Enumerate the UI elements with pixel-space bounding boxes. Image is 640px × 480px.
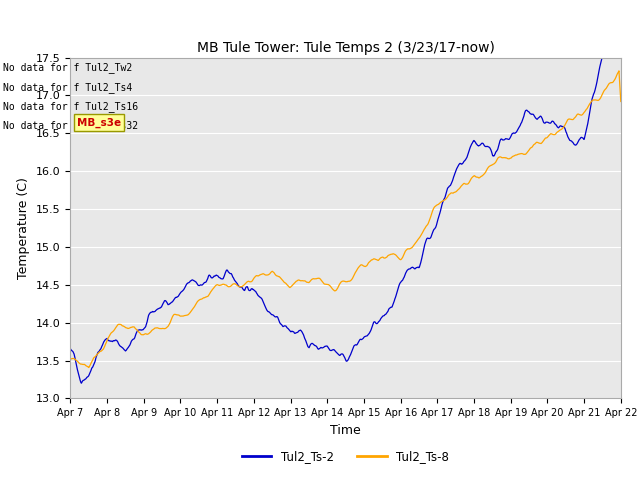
Y-axis label: Temperature (C): Temperature (C) xyxy=(17,177,30,279)
Tul2_Ts-2 xyxy=(617,55,625,60)
Tul2_Ts-8 xyxy=(109,328,117,334)
X-axis label: Time: Time xyxy=(330,424,361,437)
Tul2_Ts-2 xyxy=(312,343,319,349)
Tul2_Ts-2 xyxy=(109,338,117,344)
Line: Tul2_Ts-8: Tul2_Ts-8 xyxy=(70,71,621,368)
Tul2_Ts-8 xyxy=(380,255,388,261)
Tul2_Ts-2 xyxy=(380,313,388,319)
Line: Tul2_Ts-2: Tul2_Ts-2 xyxy=(70,58,621,383)
Tul2_Ts-2 xyxy=(322,343,330,349)
Tul2_Ts-2 xyxy=(132,332,140,337)
Tul2_Ts-2 xyxy=(300,335,308,340)
Tul2_Ts-8 xyxy=(132,326,140,332)
Text: MB_s3e: MB_s3e xyxy=(77,118,121,128)
Tul2_Ts-8 xyxy=(300,278,308,284)
Tul2_Ts-8 xyxy=(312,276,319,282)
Tul2_Ts-2 xyxy=(77,380,85,386)
Tul2_Ts-2 xyxy=(598,55,606,60)
Tul2_Ts-8 xyxy=(67,357,74,362)
Tul2_Ts-2 xyxy=(67,346,74,352)
Tul2_Ts-8 xyxy=(615,68,623,74)
Text: No data for f Tul2_Ts4: No data for f Tul2_Ts4 xyxy=(3,82,132,93)
Text: No data for f Tul2_Tw2: No data for f Tul2_Tw2 xyxy=(3,62,132,73)
Text: No data for f Tul2_Ts16: No data for f Tul2_Ts16 xyxy=(3,101,138,112)
Legend: Tul2_Ts-2, Tul2_Ts-8: Tul2_Ts-2, Tul2_Ts-8 xyxy=(237,445,454,468)
Tul2_Ts-8 xyxy=(617,98,625,104)
Text: No data for f Tul2_Ts32: No data for f Tul2_Ts32 xyxy=(3,120,138,131)
Tul2_Ts-8 xyxy=(85,365,93,371)
Title: MB Tule Tower: Tule Temps 2 (3/23/17-now): MB Tule Tower: Tule Temps 2 (3/23/17-now… xyxy=(196,41,495,55)
Tul2_Ts-8 xyxy=(322,281,330,287)
